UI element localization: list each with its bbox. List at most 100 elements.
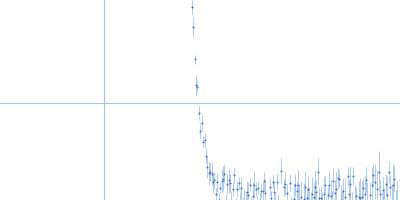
Point xyxy=(353,195,359,198)
Point xyxy=(386,170,392,174)
Point xyxy=(371,180,378,184)
Point xyxy=(376,170,382,173)
Point xyxy=(367,193,374,197)
Point xyxy=(221,172,228,175)
Point xyxy=(312,185,318,189)
Point xyxy=(330,180,337,183)
Point xyxy=(303,197,310,200)
Point xyxy=(282,182,288,185)
Point xyxy=(318,196,324,199)
Point xyxy=(397,178,400,181)
Point xyxy=(368,183,375,187)
Point xyxy=(201,138,208,142)
Point xyxy=(211,179,218,182)
Point xyxy=(326,183,332,186)
Point xyxy=(284,191,290,195)
Point xyxy=(344,175,351,178)
Point xyxy=(390,183,396,186)
Point xyxy=(194,85,201,88)
Point xyxy=(203,154,209,157)
Point xyxy=(200,140,206,143)
Point xyxy=(350,174,356,177)
Point xyxy=(292,183,298,187)
Point xyxy=(342,195,348,198)
Point xyxy=(334,177,341,180)
Point xyxy=(217,186,223,189)
Point xyxy=(255,186,262,189)
Point xyxy=(260,190,266,193)
Point xyxy=(281,186,287,189)
Point xyxy=(213,192,219,195)
Point xyxy=(238,187,244,190)
Point xyxy=(360,186,366,190)
Point xyxy=(316,196,322,199)
Point xyxy=(220,177,226,180)
Point xyxy=(391,178,398,181)
Point xyxy=(216,199,222,200)
Point xyxy=(286,181,293,184)
Point xyxy=(196,111,202,114)
Point xyxy=(247,183,253,186)
Point xyxy=(256,198,263,200)
Point xyxy=(218,179,225,183)
Point xyxy=(198,122,205,125)
Point xyxy=(210,180,216,184)
Point xyxy=(322,184,328,187)
Point xyxy=(189,6,195,9)
Point xyxy=(234,187,240,191)
Point xyxy=(245,194,252,197)
Point xyxy=(305,187,311,190)
Point xyxy=(258,189,264,192)
Point xyxy=(346,193,352,196)
Point xyxy=(226,179,232,182)
Point xyxy=(204,165,210,169)
Point xyxy=(266,185,273,188)
Point xyxy=(271,190,277,193)
Point xyxy=(268,196,274,199)
Point xyxy=(328,195,334,198)
Point xyxy=(333,188,340,191)
Point xyxy=(377,192,383,195)
Point xyxy=(383,183,389,186)
Point xyxy=(290,197,297,200)
Point xyxy=(295,183,301,186)
Point xyxy=(190,25,196,29)
Point xyxy=(384,193,390,197)
Point xyxy=(340,189,346,192)
Point xyxy=(298,195,304,198)
Point xyxy=(250,194,256,198)
Point xyxy=(227,181,233,184)
Point xyxy=(262,192,269,195)
Point xyxy=(261,180,267,183)
Point xyxy=(207,170,214,174)
Point xyxy=(235,181,242,185)
Point xyxy=(224,182,230,186)
Point xyxy=(197,129,204,132)
Point xyxy=(337,198,344,200)
Point xyxy=(310,196,317,199)
Point xyxy=(251,183,257,186)
Point xyxy=(294,189,300,193)
Point xyxy=(357,197,364,200)
Point xyxy=(336,177,342,180)
Point xyxy=(244,191,250,194)
Point xyxy=(278,169,284,172)
Point xyxy=(252,187,259,190)
Point xyxy=(230,187,236,191)
Point xyxy=(332,192,338,195)
Point xyxy=(300,197,307,200)
Point xyxy=(363,178,369,181)
Point xyxy=(309,193,315,196)
Point xyxy=(192,58,198,61)
Point xyxy=(193,83,199,86)
Point xyxy=(315,170,321,173)
Point xyxy=(269,180,276,184)
Point xyxy=(206,172,212,175)
Point xyxy=(208,172,215,175)
Point xyxy=(214,181,220,184)
Point xyxy=(380,188,386,191)
Point xyxy=(237,199,243,200)
Point xyxy=(356,196,362,199)
Point xyxy=(296,199,303,200)
Point xyxy=(370,174,376,177)
